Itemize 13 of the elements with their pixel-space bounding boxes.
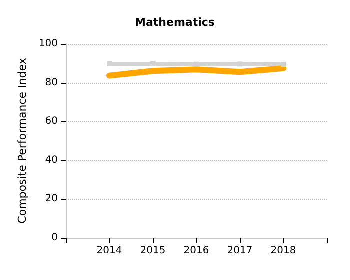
x-tick-label: 2016 bbox=[184, 246, 210, 256]
y-tick-label: 60 bbox=[45, 116, 58, 128]
y-tick-label: 100 bbox=[38, 38, 58, 50]
x-tick-label: 2014 bbox=[96, 246, 122, 256]
y-axis-title: Composite Performance Index bbox=[16, 58, 29, 224]
x-tick-label: 2015 bbox=[140, 246, 166, 256]
x-tick-label: 2017 bbox=[227, 246, 253, 256]
y-tick-label: 80 bbox=[45, 77, 58, 88]
x-tick-label: 2018 bbox=[270, 246, 296, 256]
chart-title: Mathematics bbox=[135, 16, 216, 29]
y-tick-label: 40 bbox=[45, 154, 58, 166]
y-tick-label: 20 bbox=[45, 194, 58, 205]
y-tick-label: 0 bbox=[52, 232, 58, 244]
